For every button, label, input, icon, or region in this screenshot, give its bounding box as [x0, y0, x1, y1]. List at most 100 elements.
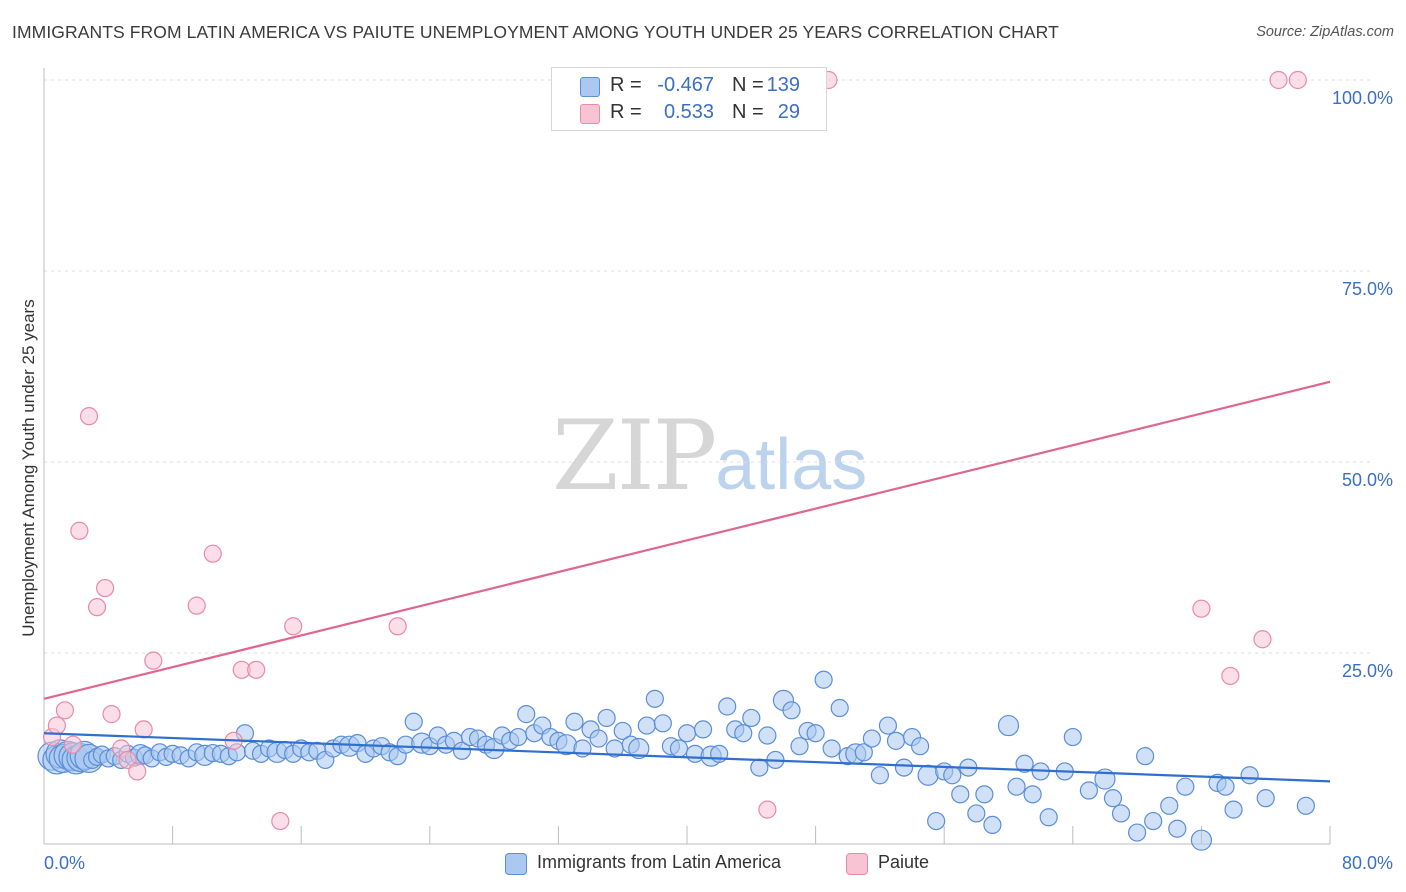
y-tick-label: 75.0%: [1342, 279, 1393, 299]
data-point-latin-america: [1015, 754, 1034, 773]
data-point-latin-america: [1111, 804, 1131, 823]
data-point-latin-america: [1079, 781, 1098, 800]
legend-r-label: R =: [610, 74, 642, 96]
trend-line-latin-america: [43, 732, 1331, 783]
series-legend: Immigrants from Latin America Paiute: [0, 852, 1406, 878]
data-point-paiute: [70, 521, 89, 540]
data-point-latin-america: [613, 721, 632, 741]
y-tick-label: 25.0%: [1342, 661, 1393, 681]
data-point-latin-america: [782, 701, 801, 720]
data-point-latin-america: [1240, 766, 1259, 785]
data-point-latin-america: [452, 741, 472, 760]
correlation-legend: R = -0.467 N = 139 R = 0.533 N = 29: [551, 67, 827, 131]
watermark-zip: ZIP: [552, 400, 717, 512]
data-point-latin-america: [1190, 829, 1213, 851]
data-point-latin-america: [509, 727, 528, 747]
data-point-latin-america: [1256, 789, 1275, 808]
data-point-latin-america: [1296, 796, 1315, 815]
legend-r-label: R =: [610, 101, 642, 123]
data-point-latin-america: [870, 766, 890, 785]
data-point-latin-america: [910, 737, 930, 756]
data-point-latin-america: [565, 712, 584, 731]
chart-title: IMMIGRANTS FROM LATIN AMERICA VS PAIUTE …: [12, 22, 1059, 42]
x-tick-label: 80.0%: [1342, 853, 1393, 873]
data-point-latin-america: [814, 670, 833, 689]
data-point-latin-america: [718, 697, 737, 716]
data-point-latin-america: [862, 729, 881, 748]
x-tick-label: 0.0%: [44, 853, 85, 873]
data-point-latin-america: [806, 724, 825, 743]
data-point-latin-america: [886, 731, 906, 750]
data-point-paiute: [55, 701, 74, 720]
legend-row-paiute: R = 0.533 N = 29: [552, 101, 826, 127]
data-point-latin-america: [943, 766, 962, 785]
data-point-latin-america: [1007, 777, 1026, 796]
data-point-paiute: [1192, 599, 1211, 618]
data-point-latin-america: [597, 708, 616, 728]
data-point-latin-america: [951, 785, 970, 804]
data-point-latin-america: [1023, 785, 1042, 804]
data-point-latin-america: [997, 714, 1020, 737]
data-point-paiute: [63, 735, 83, 754]
data-point-latin-america: [983, 815, 1002, 835]
data-point-latin-america: [758, 726, 777, 745]
data-point-latin-america: [693, 720, 713, 739]
data-point-latin-america: [734, 724, 753, 743]
data-point-latin-america: [1224, 800, 1243, 819]
legend-n-label: N =: [732, 74, 764, 96]
y-axis-label: Unemployment Among Youth under 25 years: [19, 299, 38, 636]
data-point-latin-america: [927, 811, 946, 831]
data-point-latin-america: [589, 729, 608, 748]
data-point-latin-america: [750, 758, 769, 777]
data-point-latin-america: [1136, 747, 1155, 766]
data-point-paiute: [758, 800, 777, 819]
data-point-latin-america: [1039, 808, 1058, 827]
data-point-latin-america: [742, 708, 761, 728]
legend-r-value: 0.533: [663, 101, 714, 123]
data-point-latin-america: [1063, 727, 1082, 747]
data-point-latin-america: [790, 737, 809, 756]
data-point-latin-america: [975, 785, 994, 804]
legend-label-latin-america: Immigrants from Latin America: [537, 852, 782, 872]
data-point-paiute: [128, 762, 147, 781]
data-point-latin-america: [1168, 819, 1187, 838]
y-tick-label: 50.0%: [1342, 470, 1393, 490]
data-point-paiute: [144, 651, 163, 670]
data-point-paiute: [388, 617, 407, 636]
data-point-latin-america: [645, 689, 664, 708]
data-point-paiute: [79, 407, 99, 426]
data-point-latin-america: [822, 739, 841, 758]
data-point-latin-america: [677, 724, 697, 743]
watermark: ZIPatlas: [552, 400, 867, 512]
data-point-paiute: [1253, 630, 1272, 649]
legend-swatch-paiute: [846, 853, 868, 875]
data-point-paiute: [134, 720, 153, 739]
data-point-latin-america: [1127, 823, 1147, 842]
data-point-latin-america: [1144, 811, 1163, 831]
data-point-paiute: [1288, 70, 1307, 90]
data-point-latin-america: [967, 804, 986, 823]
source-label: Source: ZipAtlas.com: [1256, 24, 1394, 40]
legend-swatch-latin-america: [580, 77, 600, 97]
data-point-paiute: [1269, 70, 1288, 90]
legend-r-value: -0.467: [657, 74, 714, 96]
data-point-latin-america: [830, 698, 849, 718]
data-point-paiute: [102, 705, 121, 724]
data-point-paiute: [203, 544, 222, 563]
data-point-latin-america: [1176, 777, 1195, 796]
data-point-paiute: [247, 660, 266, 679]
watermark-atlas: atlas: [715, 425, 868, 505]
data-point-latin-america: [669, 739, 689, 758]
legend-swatch-latin-america: [505, 853, 527, 875]
data-point-latin-america: [878, 716, 898, 735]
y-tick-label: 100.0%: [1332, 88, 1393, 108]
data-point-latin-america: [404, 712, 423, 731]
data-point-latin-america: [854, 743, 873, 762]
trend-line-paiute: [43, 380, 1331, 700]
data-point-paiute: [1221, 666, 1240, 686]
data-point-paiute: [87, 598, 107, 617]
legend-n-label: N =: [732, 101, 764, 123]
data-point-latin-america: [1160, 796, 1179, 815]
legend-n-value: 29: [777, 101, 800, 123]
